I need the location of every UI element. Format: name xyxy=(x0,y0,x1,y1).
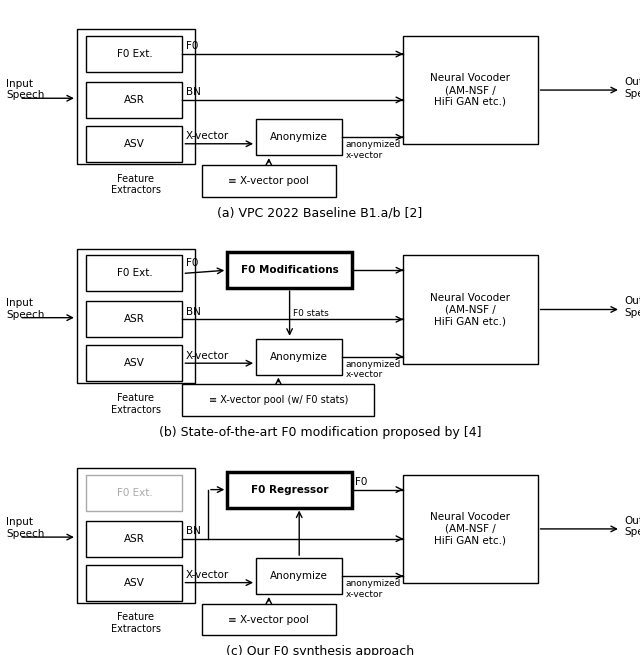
Text: Input
Speech: Input Speech xyxy=(6,517,45,539)
Text: X-vector: X-vector xyxy=(186,350,229,360)
Bar xyxy=(227,472,352,508)
Text: F0 Ext.: F0 Ext. xyxy=(116,488,152,498)
Text: Feature
Extractors: Feature Extractors xyxy=(111,393,161,415)
Text: ≡ X-vector pool (w/ F0 stats): ≡ X-vector pool (w/ F0 stats) xyxy=(209,395,348,405)
Text: Output
Speech: Output Speech xyxy=(624,516,640,537)
Text: Neural Vocoder
(AM-NSF /
HiFi GAN etc.): Neural Vocoder (AM-NSF / HiFi GAN etc.) xyxy=(430,73,511,107)
Bar xyxy=(403,36,538,144)
Text: ASR: ASR xyxy=(124,534,145,544)
Text: BN: BN xyxy=(186,526,200,536)
Text: Feature
Extractors: Feature Extractors xyxy=(111,174,161,195)
Text: BN: BN xyxy=(186,307,200,317)
Bar xyxy=(86,36,182,72)
Text: X-vector: X-vector xyxy=(186,131,229,141)
Text: anonymized
x-vector: anonymized x-vector xyxy=(346,580,401,599)
Text: ASR: ASR xyxy=(124,95,145,105)
Bar xyxy=(403,475,538,583)
Bar xyxy=(86,345,182,381)
Text: anonymized
x-vector: anonymized x-vector xyxy=(346,360,401,379)
Bar xyxy=(86,521,182,557)
Text: X-vector: X-vector xyxy=(186,570,229,580)
Text: Anonymize: Anonymize xyxy=(270,571,328,581)
Bar xyxy=(86,565,182,601)
Text: F0 Regressor: F0 Regressor xyxy=(251,485,328,495)
Bar xyxy=(86,475,182,511)
Bar xyxy=(77,29,195,164)
Text: F0: F0 xyxy=(186,257,198,267)
Text: F0 stats: F0 stats xyxy=(293,309,328,318)
Bar xyxy=(227,252,352,288)
Text: Anonymize: Anonymize xyxy=(270,132,328,142)
Bar xyxy=(256,339,342,375)
Text: (b) State-of-the-art F0 modification proposed by [4]: (b) State-of-the-art F0 modification pro… xyxy=(159,426,481,439)
Text: Input
Speech: Input Speech xyxy=(6,79,45,100)
Bar xyxy=(86,255,182,291)
Text: Input
Speech: Input Speech xyxy=(6,298,45,320)
Bar xyxy=(403,255,538,364)
Text: ASV: ASV xyxy=(124,139,145,149)
Text: ≡ X-vector pool: ≡ X-vector pool xyxy=(228,176,309,186)
Text: Output
Speech: Output Speech xyxy=(624,296,640,318)
Bar xyxy=(77,468,195,603)
Bar xyxy=(86,126,182,162)
Text: F0 Modifications: F0 Modifications xyxy=(241,265,339,275)
Text: BN: BN xyxy=(186,87,200,98)
Text: F0 Ext.: F0 Ext. xyxy=(116,49,152,59)
Bar xyxy=(256,558,342,594)
Bar xyxy=(256,119,342,155)
Text: ASV: ASV xyxy=(124,578,145,588)
Text: ≡ X-vector pool: ≡ X-vector pool xyxy=(228,614,309,625)
Text: Neural Vocoder
(AM-NSF /
HiFi GAN etc.): Neural Vocoder (AM-NSF / HiFi GAN etc.) xyxy=(430,512,511,546)
Bar xyxy=(202,604,336,635)
Text: ASV: ASV xyxy=(124,358,145,368)
Bar xyxy=(86,301,182,337)
Bar xyxy=(86,82,182,118)
Text: ASR: ASR xyxy=(124,314,145,324)
Text: Neural Vocoder
(AM-NSF /
HiFi GAN etc.): Neural Vocoder (AM-NSF / HiFi GAN etc.) xyxy=(430,293,511,326)
Text: (a) VPC 2022 Baseline B1.a/b [2]: (a) VPC 2022 Baseline B1.a/b [2] xyxy=(218,206,422,219)
Bar xyxy=(202,165,336,196)
Text: F0 Ext.: F0 Ext. xyxy=(116,269,152,278)
Text: F0: F0 xyxy=(186,41,198,52)
Bar xyxy=(77,249,195,383)
Bar xyxy=(182,384,374,416)
Text: anonymized
x-vector: anonymized x-vector xyxy=(346,141,401,160)
Text: (c) Our F0 synthesis approach: (c) Our F0 synthesis approach xyxy=(226,645,414,655)
Text: Output
Speech: Output Speech xyxy=(624,77,640,98)
Text: Feature
Extractors: Feature Extractors xyxy=(111,612,161,634)
Text: Anonymize: Anonymize xyxy=(270,352,328,362)
Text: F0: F0 xyxy=(355,477,367,487)
